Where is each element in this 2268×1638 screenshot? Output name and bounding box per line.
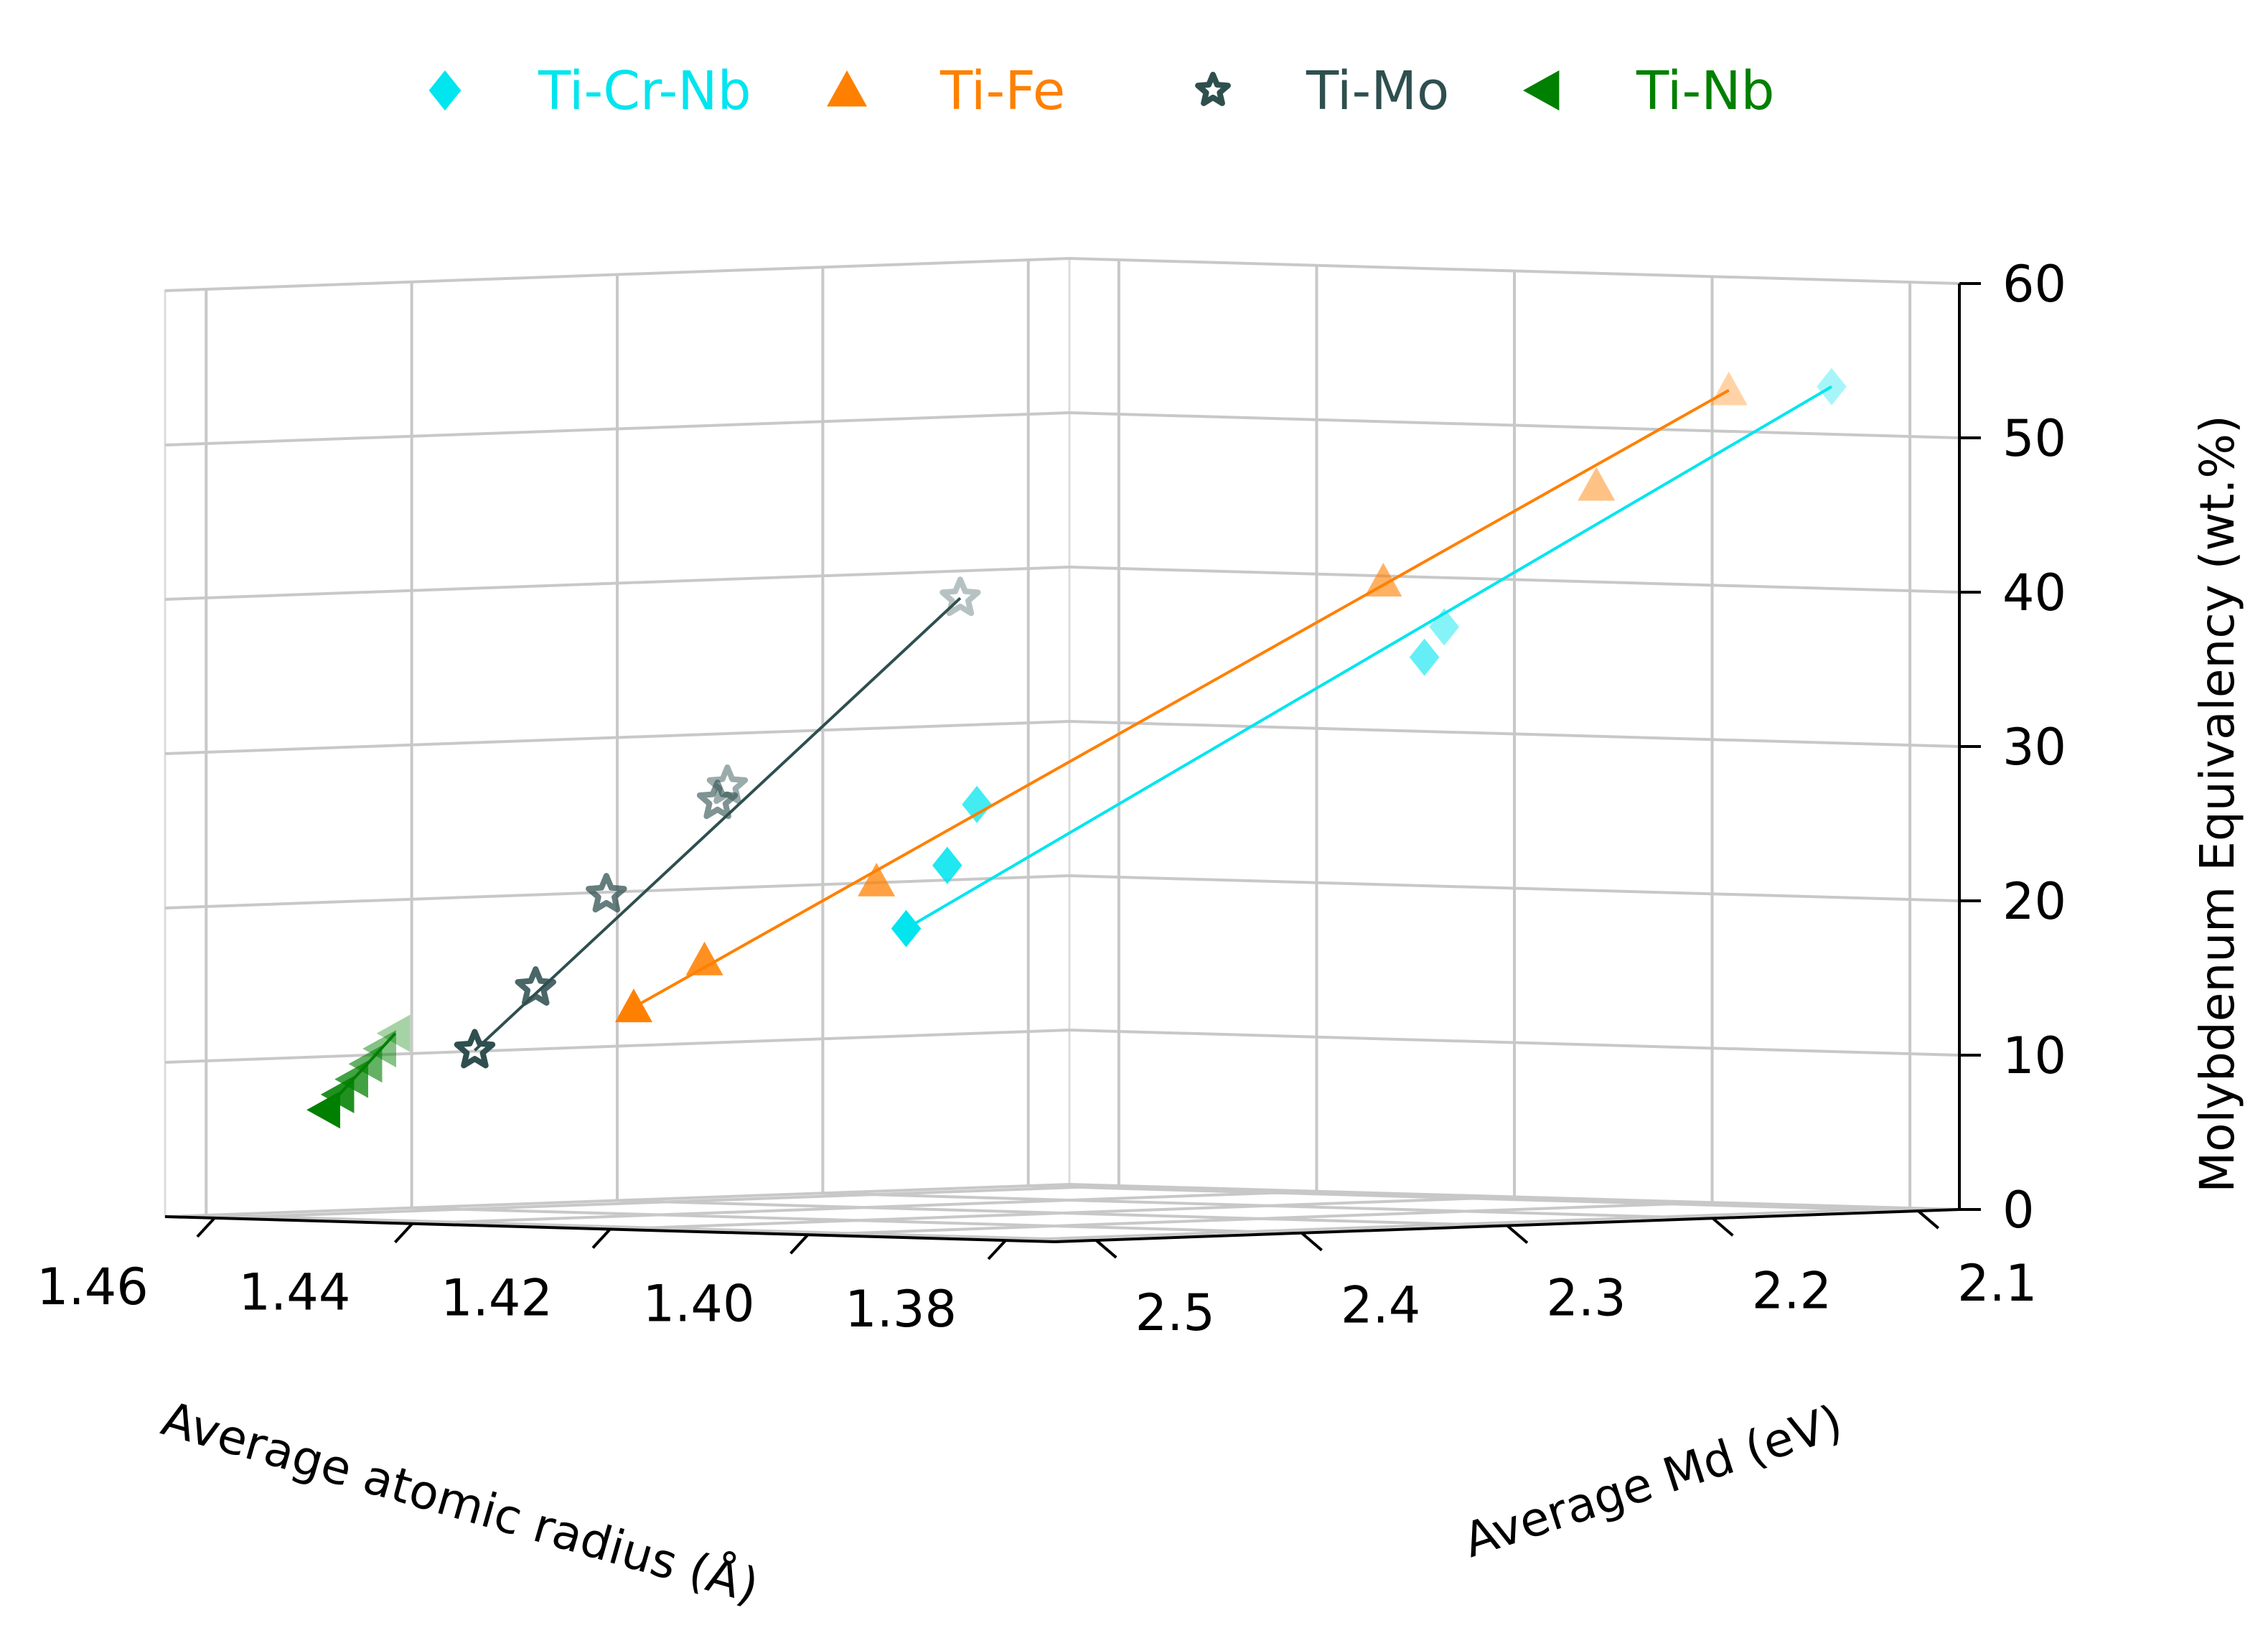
- grid-line: [617, 1199, 1508, 1227]
- legend-marker: [827, 70, 867, 107]
- z-tick-label: 30: [2002, 718, 2066, 777]
- data-point: [858, 863, 896, 897]
- grid-line: [206, 1213, 1097, 1242]
- data-point: [376, 1014, 411, 1052]
- series-Ti-Mo: [454, 576, 981, 1069]
- legend-marker: [1523, 70, 1560, 111]
- z-tick-label: 0: [2002, 1181, 2035, 1240]
- data-point: [614, 988, 652, 1023]
- grid-line: [1069, 1029, 1960, 1057]
- x-tick: [196, 1217, 216, 1238]
- x-tick-label: 1.42: [441, 1269, 553, 1328]
- legend-marker: [1195, 72, 1231, 106]
- grid-line: [164, 1183, 1070, 1218]
- x-tick-label: 1.40: [643, 1274, 755, 1333]
- data-point: [1578, 467, 1616, 501]
- data-point: [1364, 563, 1402, 596]
- grid-line: [1028, 1184, 1918, 1213]
- legend-label: Ti-Mo: [1306, 60, 1449, 122]
- x-tick-label: 1.44: [239, 1263, 351, 1322]
- data-point: [515, 966, 556, 1006]
- data-point: [348, 1045, 383, 1083]
- data-point: [891, 909, 922, 947]
- data-point: [685, 941, 723, 975]
- y-tick: [1712, 1217, 1734, 1237]
- axis-panes: [164, 257, 1961, 1243]
- data-point: [696, 780, 739, 820]
- y-tick-label: 2.1: [1957, 1254, 2037, 1313]
- y-tick: [1506, 1224, 1529, 1245]
- grid-lines: [164, 257, 1960, 1242]
- grid-line: [164, 566, 1070, 601]
- legend: Ti-Cr-Nb Ti-Fe Ti-Mo Ti-Nb: [428, 60, 1775, 122]
- grid-line: [164, 411, 1070, 446]
- grid-line: [1069, 566, 1960, 594]
- grid-line: [411, 1206, 1302, 1235]
- grid-line: [1069, 257, 1960, 285]
- y-tick: [1917, 1209, 1940, 1230]
- z-tick-label: 40: [2002, 563, 2066, 622]
- legend-label: Ti-Cr-Nb: [538, 60, 751, 122]
- x-tick: [591, 1228, 611, 1249]
- data-point: [586, 873, 627, 913]
- series-Ti-Cr-Nb: [891, 368, 1847, 947]
- grid-line: [823, 1192, 1713, 1220]
- series-layer: [306, 368, 1847, 1129]
- legend-entry: Ti-Fe: [827, 60, 1065, 122]
- grid-line: [1069, 874, 1960, 902]
- y-tick-label: 2.4: [1341, 1276, 1420, 1335]
- legend-label: Ti-Fe: [939, 60, 1065, 122]
- data-point: [932, 846, 962, 884]
- data-point: [1409, 638, 1440, 676]
- x-tick-label: 1.38: [845, 1280, 957, 1339]
- legend-label: Ti-Nb: [1636, 60, 1775, 122]
- series-Ti-Nb: [306, 1014, 411, 1129]
- series-Ti-Fe: [614, 371, 1748, 1023]
- data-point: [454, 1029, 496, 1069]
- grid-line: [164, 720, 1070, 755]
- x-tick: [393, 1222, 413, 1244]
- grid-line: [1069, 411, 1960, 439]
- data-point: [362, 1029, 396, 1067]
- grid-line: [1069, 1183, 1960, 1211]
- y-tick-label: 2.3: [1546, 1269, 1626, 1328]
- y-tick-label: 2.5: [1135, 1283, 1215, 1342]
- z-tick-label: 20: [2002, 872, 2066, 931]
- y-tick: [1095, 1239, 1117, 1259]
- x-tick-label: 1.46: [37, 1258, 149, 1316]
- data-point: [1429, 608, 1460, 646]
- legend-entry: Ti-Cr-Nb: [428, 60, 751, 122]
- y-tick: [1301, 1232, 1323, 1252]
- x-tick: [789, 1233, 810, 1255]
- tick-labels: 1.46 1.44 1.42 1.40 1.38 2.5 2.4 2.3 2.2 2.1 0 10 20…: [37, 255, 2066, 1342]
- data-point: [962, 785, 992, 823]
- series-line: [632, 389, 1730, 1009]
- y-axis-label: Average Md (eV): [1457, 1394, 1849, 1568]
- z-tick-label: 50: [2002, 409, 2066, 468]
- grid-line: [164, 257, 1070, 292]
- x-tick: [987, 1239, 1007, 1260]
- legend-entry: Ti-Mo: [1195, 60, 1449, 122]
- grid-line: [1069, 720, 1960, 748]
- z-tick-label: 60: [2002, 255, 2066, 314]
- series-line: [474, 596, 962, 1052]
- data-point: [1710, 371, 1748, 406]
- data-point: [1817, 368, 1847, 406]
- data-point: [706, 764, 749, 804]
- x-axis-label: Average atomic radius (Å): [156, 1391, 764, 1614]
- legend-marker: [428, 70, 461, 111]
- data-point: [939, 576, 981, 617]
- series-line: [905, 385, 1832, 930]
- z-axis-label: Molybdenum Equivalency (wt.%): [2190, 415, 2245, 1192]
- z-tick-label: 10: [2002, 1026, 2066, 1085]
- grid-line: [164, 1029, 1070, 1064]
- legend-entry: Ti-Nb: [1523, 60, 1775, 122]
- y-tick-label: 2.2: [1752, 1261, 1832, 1320]
